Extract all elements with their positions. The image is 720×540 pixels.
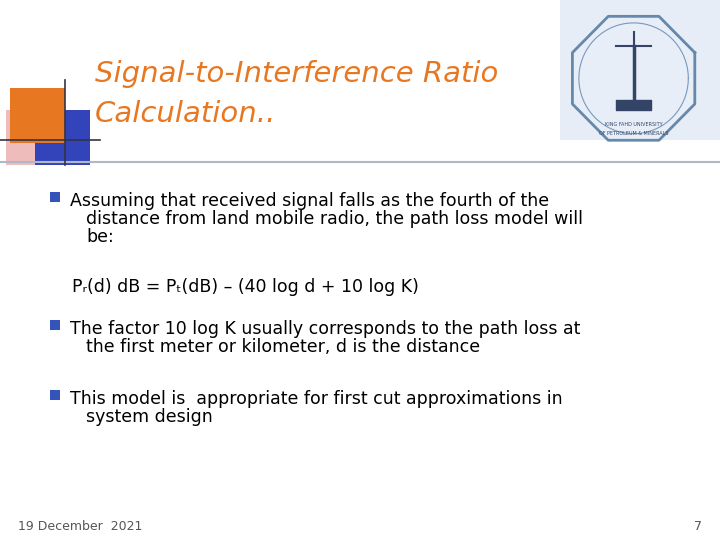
Text: Calculation..: Calculation.. xyxy=(95,100,276,128)
Bar xyxy=(50,192,60,202)
Bar xyxy=(10,88,65,143)
Text: be:: be: xyxy=(86,228,114,246)
Text: KING FAHD UNIVERSITY: KING FAHD UNIVERSITY xyxy=(605,123,662,127)
FancyBboxPatch shape xyxy=(560,0,720,140)
Text: Signal-to-Interference Ratio: Signal-to-Interference Ratio xyxy=(95,60,498,88)
Text: The factor 10 log K usually corresponds to the path loss at: The factor 10 log K usually corresponds … xyxy=(70,320,580,338)
Bar xyxy=(35,110,90,165)
Text: the first meter or kilometer, d is the distance: the first meter or kilometer, d is the d… xyxy=(86,338,480,356)
Bar xyxy=(50,390,60,400)
Polygon shape xyxy=(572,16,695,140)
Text: OF PETROLEUM & MINERALS: OF PETROLEUM & MINERALS xyxy=(599,131,668,136)
Text: distance from land mobile radio, the path loss model will: distance from land mobile radio, the pat… xyxy=(86,210,583,228)
Text: Assuming that received signal falls as the fourth of the: Assuming that received signal falls as t… xyxy=(70,192,549,210)
Text: This model is  appropriate for first cut approximations in: This model is appropriate for first cut … xyxy=(70,390,562,408)
Bar xyxy=(50,320,60,330)
Text: system design: system design xyxy=(86,408,212,426)
Text: 19 December  2021: 19 December 2021 xyxy=(18,520,143,533)
Bar xyxy=(6,110,61,165)
Text: Pᵣ(d) dB = Pₜ(dB) – (40 log d + 10 log K): Pᵣ(d) dB = Pₜ(dB) – (40 log d + 10 log K… xyxy=(72,278,419,296)
Text: 7: 7 xyxy=(694,520,702,533)
